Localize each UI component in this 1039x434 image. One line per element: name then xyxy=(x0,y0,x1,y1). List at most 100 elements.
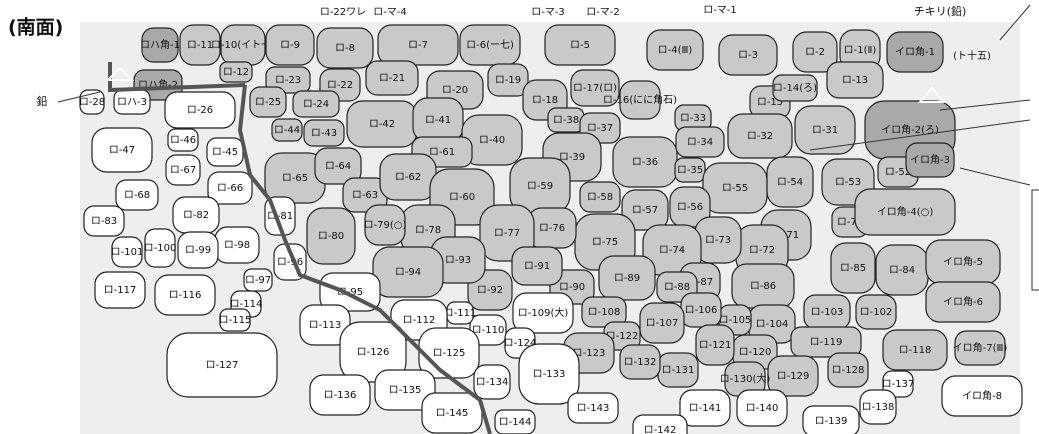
stone-label: ロ-62 xyxy=(395,172,421,183)
stone-label: イロ角-8 xyxy=(962,390,1002,402)
stone-label: ロ-63 xyxy=(352,190,378,201)
stone-label: イロ角-3 xyxy=(910,154,950,166)
stone-label: ロ-65 xyxy=(282,173,308,184)
stone-label: イロ角-7(Ⅲ) xyxy=(953,342,1008,354)
stone-label: ロ-96 xyxy=(277,257,303,268)
top-label: ロ-マ-4 xyxy=(373,7,407,18)
stone-label: ロ-67 xyxy=(170,165,196,176)
stone-label: ロ-40 xyxy=(479,135,505,146)
stone-label: ロ-119 xyxy=(810,337,843,348)
stone-label: ロ-129 xyxy=(777,371,810,382)
stone-label: ロ-82 xyxy=(183,210,209,221)
stone-label: ロ-135 xyxy=(389,385,422,396)
stone-label: ロ-5 xyxy=(570,40,590,51)
stone-label: ロ-100 xyxy=(144,243,177,254)
stone-label: ロ-14(ろ) xyxy=(773,83,817,94)
stone-label: ロ-105 xyxy=(719,315,752,326)
stone-label: ロ-140 xyxy=(746,403,779,414)
stone-label: ロ-126 xyxy=(357,347,390,358)
stone-label: ロ-145 xyxy=(436,408,469,419)
stone-label: ロ-22 xyxy=(327,80,353,91)
stone-label: ロ-53 xyxy=(835,177,861,188)
stone-label: ロ-81 xyxy=(267,211,293,222)
stone-label: ロ-109(大) xyxy=(518,306,569,319)
stone-label: ロ-74 xyxy=(659,245,685,256)
stone-label: ロ-2 xyxy=(805,47,825,58)
stone-label: ロ-61 xyxy=(429,147,455,158)
stone-label: ロ-114 xyxy=(230,299,263,310)
stone-label: ロ-130(大) xyxy=(720,372,771,385)
stone-label: ロ-133 xyxy=(533,369,566,380)
stone-label: イロ角-6 xyxy=(943,296,983,308)
stone-label: ロ-68 xyxy=(124,190,150,201)
stone-label: ロ-18 xyxy=(532,95,558,106)
stone-label: ロ-72 xyxy=(749,245,775,256)
stone-label: ロ-59 xyxy=(527,181,553,192)
stone-label: ロ-24 xyxy=(303,99,329,110)
stone-label: ロ-8 xyxy=(335,43,355,54)
stone-label: ロ-116 xyxy=(169,290,202,301)
stone-label: ロ-60 xyxy=(449,192,475,203)
stone-label: ロ-44 xyxy=(274,125,300,136)
stone-label: ロ-97 xyxy=(245,275,271,286)
stone-label: ロ-138 xyxy=(862,402,895,413)
stone-label: ロ-42 xyxy=(369,119,395,130)
stone-label: ロ-46 xyxy=(170,135,196,146)
stone-label: ロ-115 xyxy=(219,315,252,326)
stone-label: ロ-143 xyxy=(577,403,610,414)
stone-label: ロ-43 xyxy=(311,128,337,139)
stone-label: ロ-106 xyxy=(685,305,718,316)
stone-label: ロ-57 xyxy=(632,205,658,216)
stone-label: ロ-98 xyxy=(224,240,250,251)
stone-label: ロ-112 xyxy=(403,315,436,326)
stone-label: ロ-58 xyxy=(587,192,613,203)
stone-label: ロ-128 xyxy=(832,365,865,376)
stone-wall-diagram: ロハ角-1ロ-11ロ-10(イト一)ロ-9ロ-8ロ-7ロ-6(ー七)ロ-5ロ-4… xyxy=(0,0,1039,434)
stone-label: ロ-47 xyxy=(109,145,135,156)
stone-label: ロ-13 xyxy=(842,75,868,86)
stone-label: ロ-132 xyxy=(624,357,657,368)
stone-label: ロ-78 xyxy=(415,225,441,236)
stone-label: ロ-90 xyxy=(559,282,585,293)
stone-label: ロ-101 xyxy=(111,247,144,258)
stone-label: ロ-16(にに角石) xyxy=(603,94,677,106)
stone-label: ロ-54 xyxy=(777,177,803,188)
stone-label: ロ-11 xyxy=(187,40,213,51)
stone-label: ロ-83 xyxy=(91,216,117,227)
stone-label: ロ-131 xyxy=(662,365,695,376)
annotation: 鉛 xyxy=(37,94,48,108)
top-label: ロ-マ-2 xyxy=(586,7,620,18)
stone-label: ロ-26 xyxy=(187,105,213,116)
stone-label: ロ-20 xyxy=(442,85,468,96)
stone-label: ロ-76 xyxy=(539,223,565,234)
stone-label: ロ-23 xyxy=(275,75,301,86)
stone-label: ロ-94 xyxy=(395,267,421,278)
stone-label: ロ-93 xyxy=(445,255,471,266)
stone-label: ロ-127 xyxy=(206,360,239,371)
stone-label: ロ-19 xyxy=(495,75,521,86)
stone-label: ロ-36 xyxy=(632,157,658,168)
stone-label: ロハ-3 xyxy=(117,97,147,108)
stone-label: ロ-110 xyxy=(472,325,505,336)
stone-label: ロ-45 xyxy=(212,147,238,158)
stone-label: ロ-21 xyxy=(379,73,405,84)
stone-label: ロ-103 xyxy=(811,307,844,318)
top-label: ロ-マ-1 xyxy=(703,5,737,16)
stone-label: ロ-35 xyxy=(677,165,703,176)
stone-label: ロ-77 xyxy=(494,228,520,239)
stone-label: ロ-28 xyxy=(79,97,105,108)
stone-label: ロ-111 xyxy=(444,308,477,319)
stone-label: ロ-121 xyxy=(699,340,732,351)
stone-label: ロ-31 xyxy=(812,125,838,136)
stone-label: ロ-17(ロ) xyxy=(573,83,617,94)
stone-label: ロ-25 xyxy=(255,97,281,108)
stone-label: ロ-108 xyxy=(588,307,621,318)
stone-label: ロ-79(○) xyxy=(364,220,407,231)
stone-label: イロ角-5 xyxy=(943,256,983,268)
stone-label: ロ-75 xyxy=(592,237,618,248)
top-label: ロ-22ワレ xyxy=(320,7,366,18)
stone-label: ロ-120 xyxy=(739,347,772,358)
stone-label: ロ-117 xyxy=(104,285,137,296)
stone-label: ロ-142 xyxy=(644,425,677,434)
stone-label: ロ-80 xyxy=(318,231,344,242)
